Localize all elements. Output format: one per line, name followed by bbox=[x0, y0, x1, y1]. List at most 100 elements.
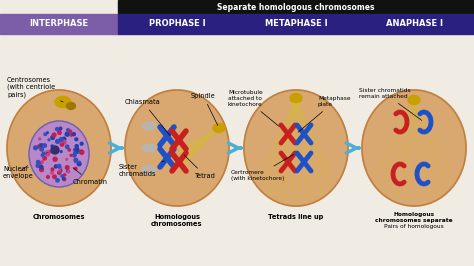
Circle shape bbox=[43, 144, 46, 147]
Text: Certromere
(with kinetochore): Certromere (with kinetochore) bbox=[231, 154, 293, 181]
Text: Metaphase
plate: Metaphase plate bbox=[298, 96, 351, 132]
Circle shape bbox=[58, 131, 61, 134]
Text: PROPHASE I: PROPHASE I bbox=[149, 19, 206, 28]
Circle shape bbox=[46, 153, 49, 155]
Bar bbox=[0, 14, 118, 34]
Circle shape bbox=[63, 140, 66, 144]
Circle shape bbox=[60, 143, 64, 146]
Circle shape bbox=[51, 151, 52, 153]
Circle shape bbox=[65, 166, 69, 169]
Circle shape bbox=[51, 168, 54, 171]
Circle shape bbox=[37, 145, 40, 148]
Circle shape bbox=[41, 161, 44, 163]
Circle shape bbox=[46, 176, 49, 178]
Circle shape bbox=[53, 175, 56, 178]
Circle shape bbox=[73, 148, 77, 152]
Circle shape bbox=[36, 160, 40, 164]
Circle shape bbox=[74, 158, 78, 162]
Circle shape bbox=[80, 150, 84, 154]
Circle shape bbox=[55, 165, 57, 167]
Text: Spindle: Spindle bbox=[191, 93, 218, 126]
Circle shape bbox=[46, 151, 49, 154]
Circle shape bbox=[67, 171, 70, 173]
Text: Microtubule
attached to
kinetochore: Microtubule attached to kinetochore bbox=[228, 90, 279, 126]
Text: Pairs of homologous: Pairs of homologous bbox=[384, 224, 444, 229]
Circle shape bbox=[52, 133, 56, 137]
Circle shape bbox=[62, 137, 66, 141]
Circle shape bbox=[70, 154, 72, 156]
Circle shape bbox=[74, 161, 77, 163]
Circle shape bbox=[60, 151, 62, 152]
Text: ANAPHASE I: ANAPHASE I bbox=[386, 19, 443, 28]
Circle shape bbox=[36, 164, 39, 167]
Circle shape bbox=[70, 134, 73, 136]
Circle shape bbox=[59, 167, 62, 169]
Circle shape bbox=[75, 138, 78, 141]
Circle shape bbox=[48, 139, 50, 141]
Circle shape bbox=[65, 145, 69, 148]
Circle shape bbox=[58, 129, 61, 131]
Text: Chromatin: Chromatin bbox=[73, 168, 108, 185]
Circle shape bbox=[40, 148, 43, 151]
Circle shape bbox=[34, 146, 37, 150]
FancyArrowPatch shape bbox=[346, 143, 359, 153]
Text: INTERPHASE: INTERPHASE bbox=[29, 19, 89, 28]
Circle shape bbox=[65, 132, 69, 136]
Circle shape bbox=[61, 141, 62, 143]
Circle shape bbox=[39, 144, 41, 146]
Circle shape bbox=[73, 133, 75, 136]
Circle shape bbox=[59, 127, 62, 130]
Circle shape bbox=[59, 169, 61, 171]
Circle shape bbox=[67, 129, 69, 131]
Bar bbox=[355, 14, 474, 34]
Ellipse shape bbox=[290, 94, 302, 102]
Circle shape bbox=[40, 165, 43, 169]
Ellipse shape bbox=[142, 144, 156, 152]
Text: Chromosomes: Chromosomes bbox=[33, 214, 85, 220]
Circle shape bbox=[42, 152, 45, 155]
Circle shape bbox=[53, 157, 57, 161]
Circle shape bbox=[61, 175, 64, 177]
Bar bbox=[237, 14, 355, 34]
Circle shape bbox=[40, 144, 43, 147]
Circle shape bbox=[76, 152, 78, 153]
Circle shape bbox=[51, 146, 59, 154]
Circle shape bbox=[79, 150, 83, 153]
Circle shape bbox=[69, 130, 72, 133]
Text: Separate homologous chromosomes: Separate homologous chromosomes bbox=[217, 2, 375, 11]
Text: Tetrads line up: Tetrads line up bbox=[268, 214, 324, 220]
Circle shape bbox=[62, 140, 64, 143]
Circle shape bbox=[55, 165, 57, 168]
Text: Centrosomes
(with centriole
pairs): Centrosomes (with centriole pairs) bbox=[7, 77, 63, 102]
Ellipse shape bbox=[7, 90, 111, 206]
Circle shape bbox=[66, 170, 69, 172]
Circle shape bbox=[63, 178, 66, 181]
Ellipse shape bbox=[66, 102, 75, 110]
Circle shape bbox=[60, 169, 62, 172]
Circle shape bbox=[74, 167, 77, 170]
Circle shape bbox=[73, 153, 76, 157]
Circle shape bbox=[54, 148, 56, 151]
Circle shape bbox=[59, 138, 63, 142]
Circle shape bbox=[41, 154, 44, 156]
Circle shape bbox=[57, 164, 61, 168]
Circle shape bbox=[39, 138, 41, 140]
Ellipse shape bbox=[213, 123, 225, 132]
Circle shape bbox=[47, 154, 49, 156]
Ellipse shape bbox=[29, 121, 89, 187]
Circle shape bbox=[77, 162, 81, 166]
Circle shape bbox=[51, 136, 55, 139]
Circle shape bbox=[46, 132, 48, 134]
Circle shape bbox=[78, 161, 80, 163]
FancyArrowPatch shape bbox=[228, 143, 241, 153]
Circle shape bbox=[55, 140, 59, 143]
Circle shape bbox=[63, 178, 65, 180]
Ellipse shape bbox=[125, 90, 229, 206]
Circle shape bbox=[51, 172, 53, 174]
Ellipse shape bbox=[55, 97, 71, 107]
Text: Nuclear
envelope: Nuclear envelope bbox=[3, 166, 34, 179]
Text: Sister chromatids
remain attached: Sister chromatids remain attached bbox=[359, 88, 422, 120]
Circle shape bbox=[58, 171, 61, 174]
Circle shape bbox=[79, 151, 81, 153]
Circle shape bbox=[43, 156, 46, 160]
